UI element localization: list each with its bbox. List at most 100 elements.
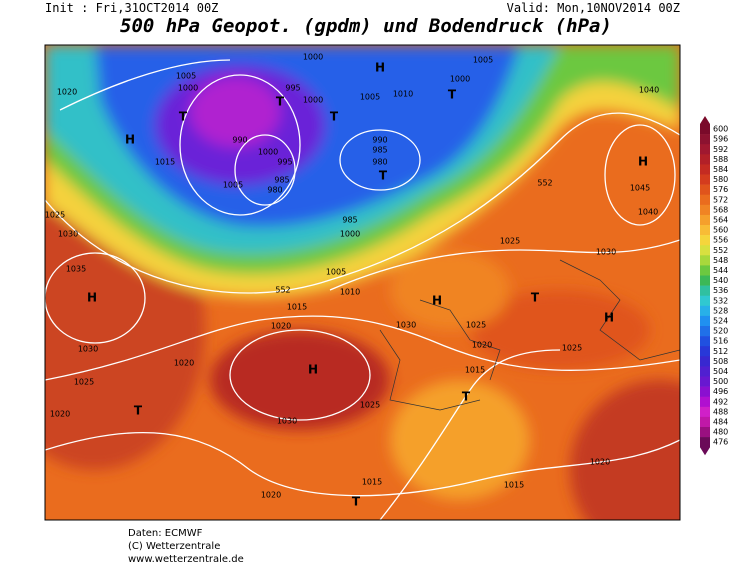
isobar-label: 1020 — [174, 359, 194, 368]
colorbar-cell — [700, 366, 710, 377]
colorbar-label: 484 — [713, 417, 728, 426]
isobar-label: 1000 — [450, 75, 470, 84]
isobar-label: 1020 — [472, 341, 492, 350]
isobar-label: 1015 — [465, 366, 485, 375]
isobar-label: 1015 — [287, 303, 307, 312]
pressure-center: T — [276, 95, 285, 109]
colorbar-cell — [700, 265, 710, 276]
colorbar-cell — [700, 305, 710, 317]
colorbar-cell — [700, 214, 710, 226]
colorbar-label: 516 — [713, 337, 728, 346]
isobar-label: 980 — [267, 186, 282, 195]
isobar-label: 1030 — [596, 248, 616, 257]
isobar-label: 1000 — [178, 84, 198, 93]
isobar-label: 990 — [232, 136, 247, 145]
isobar-label: 1000 — [303, 96, 323, 105]
colorbar-label: 596 — [713, 135, 728, 144]
isobar-label: 1025 — [562, 344, 582, 353]
pressure-center: H — [604, 311, 614, 325]
init-time: Init : Fri,31OCT2014 00Z — [45, 1, 218, 15]
colorbar-label: 588 — [713, 155, 728, 164]
map: 1020HTT995100010051000990100099598598010… — [45, 45, 680, 520]
isobar-label: 1025 — [360, 401, 380, 410]
pressure-center: T — [462, 390, 471, 404]
isobar-label: 995 — [277, 158, 292, 167]
colorbar-cell — [700, 326, 710, 337]
colorbar-cell — [700, 416, 710, 428]
isobar-label: 1030 — [277, 417, 297, 426]
colorbar-label: 488 — [713, 407, 728, 416]
colorbar-label: 584 — [713, 165, 728, 174]
isobar-label: 1005 — [223, 181, 243, 190]
colorbar-label: 480 — [713, 428, 728, 437]
isobar-label: 1030 — [58, 230, 78, 239]
isobar-label: 1005 — [176, 72, 196, 81]
colorbar-label: 568 — [713, 205, 728, 214]
colorbar-cell — [700, 184, 710, 195]
colorbar-label: 540 — [713, 276, 728, 285]
colorbar-cell — [700, 356, 710, 367]
isobar-label: 1020 — [261, 491, 281, 500]
isobar-label: 980 — [372, 158, 387, 167]
colorbar-label: 528 — [713, 306, 728, 315]
isobar-label: 1040 — [638, 208, 658, 217]
pressure-center: H — [638, 155, 648, 169]
isobar-label: 985 — [274, 176, 289, 185]
colorbar-cell — [700, 396, 710, 408]
colorbar-label: 548 — [713, 256, 728, 265]
pressure-center: H — [308, 363, 318, 377]
colorbar-label: 512 — [713, 347, 728, 356]
isobar-label: 1015 — [362, 478, 382, 487]
pressure-center: H — [87, 291, 97, 305]
pressure-center: H — [432, 294, 442, 308]
isobar-label: 1010 — [393, 90, 413, 99]
isobar-label: 1015 — [155, 158, 175, 167]
colorbar-label: 552 — [713, 246, 728, 255]
isobar-label: 1020 — [271, 322, 291, 331]
isobar-label: 552 — [537, 179, 552, 188]
isobar-label: 1035 — [66, 265, 86, 274]
isobar-label: 1000 — [258, 148, 278, 157]
map-frame — [44, 44, 681, 521]
colorbar-cell — [700, 134, 710, 145]
isobar-label: 1030 — [396, 321, 416, 330]
isobar-label: 985 — [372, 146, 387, 155]
isobar-label: 1010 — [340, 288, 360, 297]
colorbar-label: 600 — [713, 125, 728, 134]
pressure-center: T — [179, 110, 188, 124]
colorbar-cell — [700, 275, 710, 286]
isobar-label: 1005 — [473, 56, 493, 65]
isobar-label: 1020 — [57, 88, 77, 97]
isobar-label: 1020 — [50, 410, 70, 419]
colorbar-cell — [700, 376, 710, 387]
isobar-label: 1045 — [630, 184, 650, 193]
colorbar-arrow — [700, 116, 710, 124]
pressure-center: T — [379, 169, 388, 183]
colorbar-label: 560 — [713, 226, 728, 235]
colorbar-cell — [700, 204, 710, 216]
colorbar-cell — [700, 336, 710, 347]
valid-time: Valid: Mon,10NOV2014 00Z — [507, 1, 680, 15]
colorbar-label: 572 — [713, 195, 728, 204]
colorbar-label: 556 — [713, 236, 728, 245]
isobar-label: 995 — [285, 84, 300, 93]
colorbar-label: 508 — [713, 357, 728, 366]
isobar-label: 1005 — [326, 268, 346, 277]
footer-line: www.wetterzentrale.de — [128, 554, 244, 565]
colorbar-cell — [700, 427, 710, 438]
colorbar-label: 576 — [713, 185, 728, 194]
pressure-center: T — [531, 291, 540, 305]
colorbar-label: 592 — [713, 145, 728, 154]
footer-line: Daten: ECMWF — [128, 528, 203, 539]
colorbar-label: 496 — [713, 387, 728, 396]
isobar-label: 1015 — [504, 481, 524, 490]
colorbar-cell — [700, 386, 710, 397]
colorbar-label: 580 — [713, 175, 728, 184]
colorbar-cell — [700, 225, 710, 236]
colorbar-cell — [700, 164, 710, 175]
colorbar-cell — [700, 295, 710, 307]
colorbar-cell — [700, 406, 710, 418]
colorbar-label: 476 — [713, 438, 728, 447]
isobar-label: 1040 — [639, 86, 659, 95]
colorbar-cell — [700, 245, 710, 256]
